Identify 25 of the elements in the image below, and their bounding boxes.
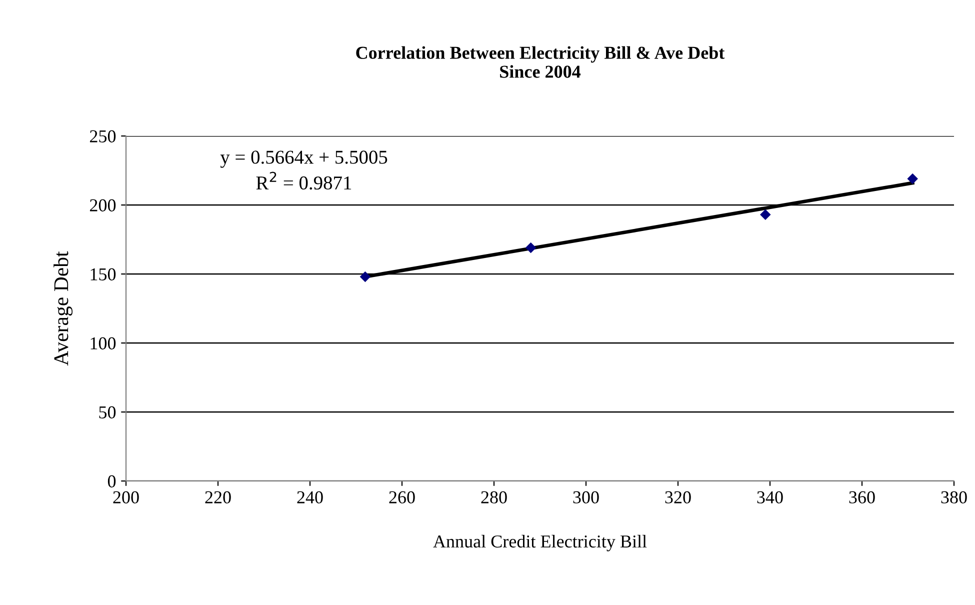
x-tick-label: 380 xyxy=(941,491,967,504)
x-tick-label: 320 xyxy=(665,491,691,504)
point xyxy=(525,242,536,254)
annotation: R$^{2}$ = 0.9871 xyxy=(256,172,352,190)
x-tick-label: 240 xyxy=(297,491,323,504)
x-axis-title: Annual Credit Electricity Bill xyxy=(433,534,647,552)
y-tick-label: 50 xyxy=(99,406,116,418)
x-tick-label: 280 xyxy=(481,491,507,504)
y-tick-label: 100 xyxy=(90,337,116,350)
point xyxy=(360,271,371,282)
x-tick-label: 220 xyxy=(205,491,231,504)
y-tick-label: 250 xyxy=(90,130,116,142)
y-tick-label: 200 xyxy=(90,199,116,212)
chart-title: Correlation Between Electricity Bill & Ave Debt Since 2004 xyxy=(356,46,725,78)
x-tick-label: 340 xyxy=(757,491,783,504)
annotation: y = 0.5664x + 5.5005 xyxy=(220,150,388,168)
y-tick-label: 0 xyxy=(108,475,116,488)
x-tick-label: 260 xyxy=(389,491,415,504)
y-axis-title: Average Debt xyxy=(54,251,73,366)
y-tick-label: 150 xyxy=(90,268,116,280)
x-tick-label: 360 xyxy=(849,491,875,504)
x-tick-label: 300 xyxy=(573,491,599,504)
x-tick-label: 200 xyxy=(113,491,139,504)
point xyxy=(760,209,771,220)
point xyxy=(907,173,918,184)
